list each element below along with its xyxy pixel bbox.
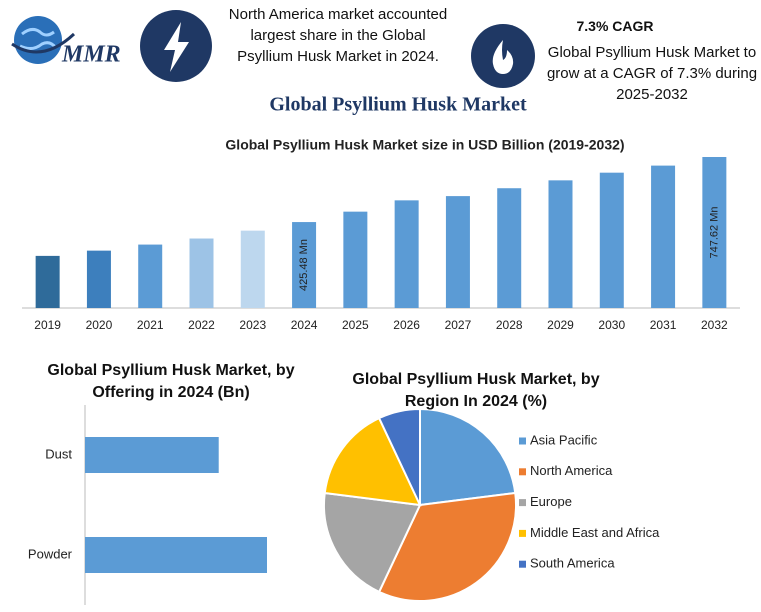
bar [445,196,470,308]
pie-slice [377,407,421,506]
logo-swoosh [11,32,76,54]
logo-text: MMR [61,42,121,68]
chart-title: Global Psyllium Husk Market, by Region I… [352,371,600,410]
legend-swatch [519,499,526,507]
x-tick-label: 2022 [188,318,215,332]
x-tick-label: 2019 [34,318,61,332]
pie-slice [323,416,422,507]
x-tick-label: 2029 [547,318,574,332]
bar [599,172,624,308]
logo-globe-detail [19,27,58,51]
bar [292,222,317,308]
x-tick-label: 2027 [445,318,472,332]
bar [497,188,522,308]
x-tick-label: 2023 [239,318,266,332]
legend-label: Europe [530,494,572,509]
legend-label: North America [530,463,613,478]
chart-title: Global Psyllium Husk Market size in USD … [225,137,624,153]
x-tick-label: 2025 [342,318,369,332]
pie-slice [323,491,422,594]
legend-swatch [519,468,526,476]
x-tick-label: 2021 [137,318,164,332]
pie-slice [419,407,517,507]
bar [35,255,60,308]
x-tick-label: 2030 [598,318,625,332]
bar [85,537,267,573]
bar [548,180,573,308]
cagr-note: Global Psyllium Husk Market to grow at a… [546,44,758,103]
y-tick-label: Dust [45,446,72,461]
x-tick-label: 2020 [86,318,113,332]
x-tick-label: 2028 [496,318,523,332]
x-tick-label: 2032 [701,318,728,332]
cagr-title: 7.3% CAGR [576,18,654,34]
cagr-icon [471,24,535,88]
legend-label: South America [530,556,615,571]
bar [240,230,265,308]
logo-globe [14,16,62,64]
bar [86,250,111,308]
x-tick-label: 2031 [650,318,677,332]
bar [394,200,419,308]
bar [702,157,727,308]
bar [189,238,214,308]
y-tick-label: Powder [28,546,73,561]
bar [651,165,676,308]
legend-swatch [519,529,526,537]
x-tick-label: 2026 [393,318,420,332]
data-label: 747.62 Mn [708,207,720,259]
chart-title: Global Psyllium Husk Market, by Offering… [47,362,295,401]
flame-icon [492,40,514,74]
legend-swatch [519,437,526,445]
legend-label: Asia Pacific [530,432,598,447]
legend-label: Middle East and Africa [530,525,660,540]
data-label: 425.48 Mn [298,239,310,291]
bar [343,211,368,308]
main-title: Global Psyllium Husk Market [269,94,527,116]
share-note: North America market accounted largest s… [228,6,448,65]
bolt-icon [164,22,189,72]
x-tick-label: 2024 [291,318,318,332]
legend-swatch [519,560,526,568]
bar [138,244,163,308]
bar [85,437,219,473]
